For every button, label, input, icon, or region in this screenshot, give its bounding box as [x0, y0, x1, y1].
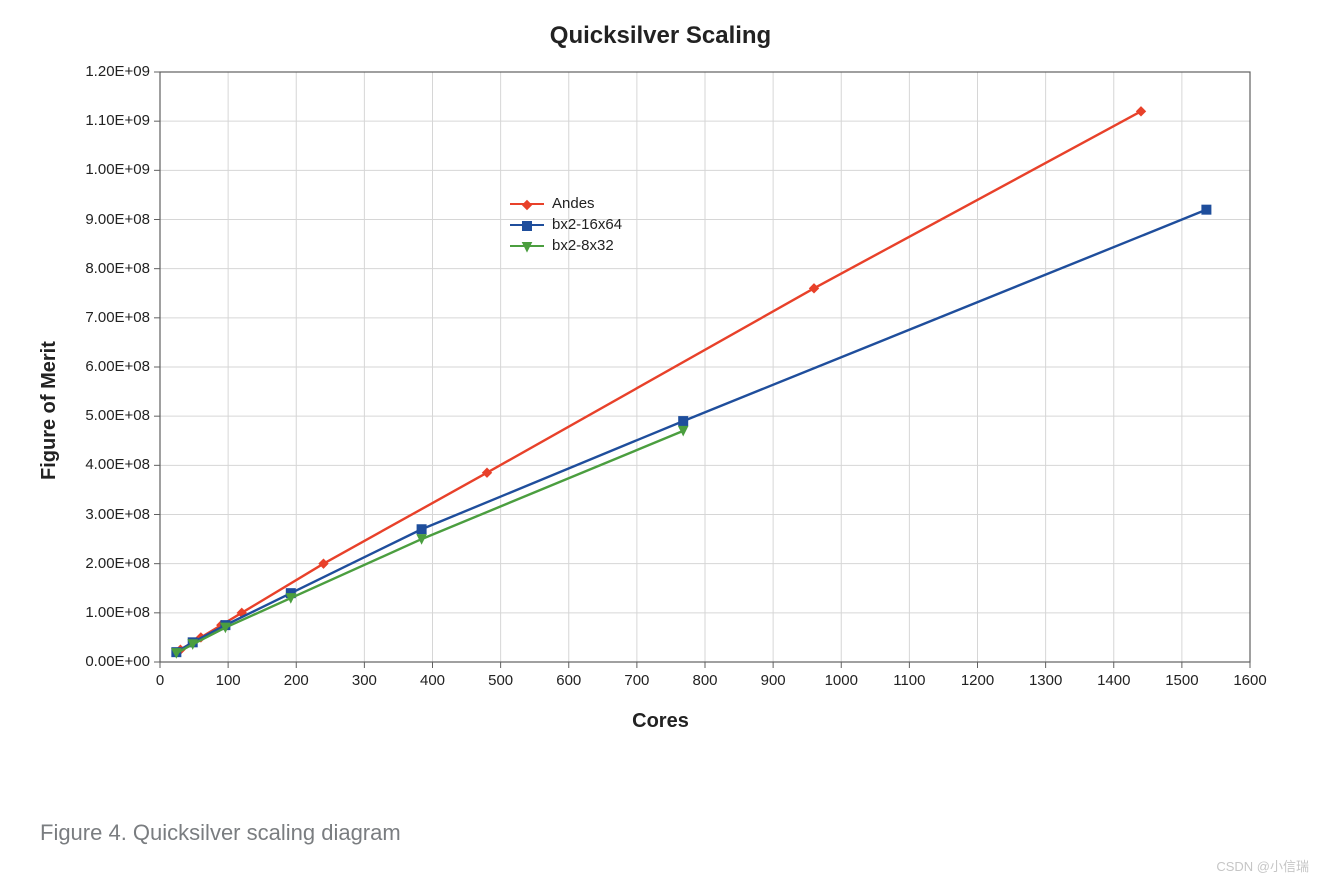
x-tick-label: 700 [617, 672, 657, 689]
y-tick-label: 1.00E+08 [85, 604, 150, 621]
y-tick-label: 1.00E+09 [85, 161, 150, 178]
y-tick-label: 3.00E+08 [85, 506, 150, 523]
y-tick-label: 0.00E+00 [85, 653, 150, 670]
y-tick-label: 1.20E+09 [85, 63, 150, 80]
plot-svg [0, 0, 1321, 885]
legend-item: bx2-8x32 [510, 237, 622, 254]
x-tick-label: 100 [208, 672, 248, 689]
x-tick-label: 1100 [889, 672, 929, 689]
x-tick-label: 1500 [1162, 672, 1202, 689]
legend-label: bx2-8x32 [552, 237, 614, 254]
x-tick-label: 300 [344, 672, 384, 689]
x-tick-label: 1000 [821, 672, 861, 689]
x-tick-label: 900 [753, 672, 793, 689]
legend: Andes bx2-16x64 bx2-8x32 [510, 195, 622, 258]
legend-label: bx2-16x64 [552, 216, 622, 233]
y-tick-label: 5.00E+08 [85, 407, 150, 424]
x-tick-label: 400 [413, 672, 453, 689]
x-tick-label: 800 [685, 672, 725, 689]
x-tick-label: 200 [276, 672, 316, 689]
y-tick-label: 9.00E+08 [85, 211, 150, 228]
y-tick-label: 4.00E+08 [85, 456, 150, 473]
x-tick-label: 1200 [958, 672, 998, 689]
chart-container: { "chart": { "type": "line", "title": "Q… [0, 0, 1321, 885]
y-tick-label: 1.10E+09 [85, 112, 150, 129]
y-tick-label: 7.00E+08 [85, 309, 150, 326]
y-tick-label: 8.00E+08 [85, 260, 150, 277]
legend-item: Andes [510, 195, 622, 212]
legend-label: Andes [552, 195, 595, 212]
legend-item: bx2-16x64 [510, 216, 622, 233]
x-tick-label: 1400 [1094, 672, 1134, 689]
x-tick-label: 0 [140, 672, 180, 689]
y-tick-label: 2.00E+08 [85, 555, 150, 572]
x-tick-label: 500 [481, 672, 521, 689]
x-tick-label: 600 [549, 672, 589, 689]
x-tick-label: 1300 [1026, 672, 1066, 689]
y-tick-label: 6.00E+08 [85, 358, 150, 375]
x-tick-label: 1600 [1230, 672, 1270, 689]
